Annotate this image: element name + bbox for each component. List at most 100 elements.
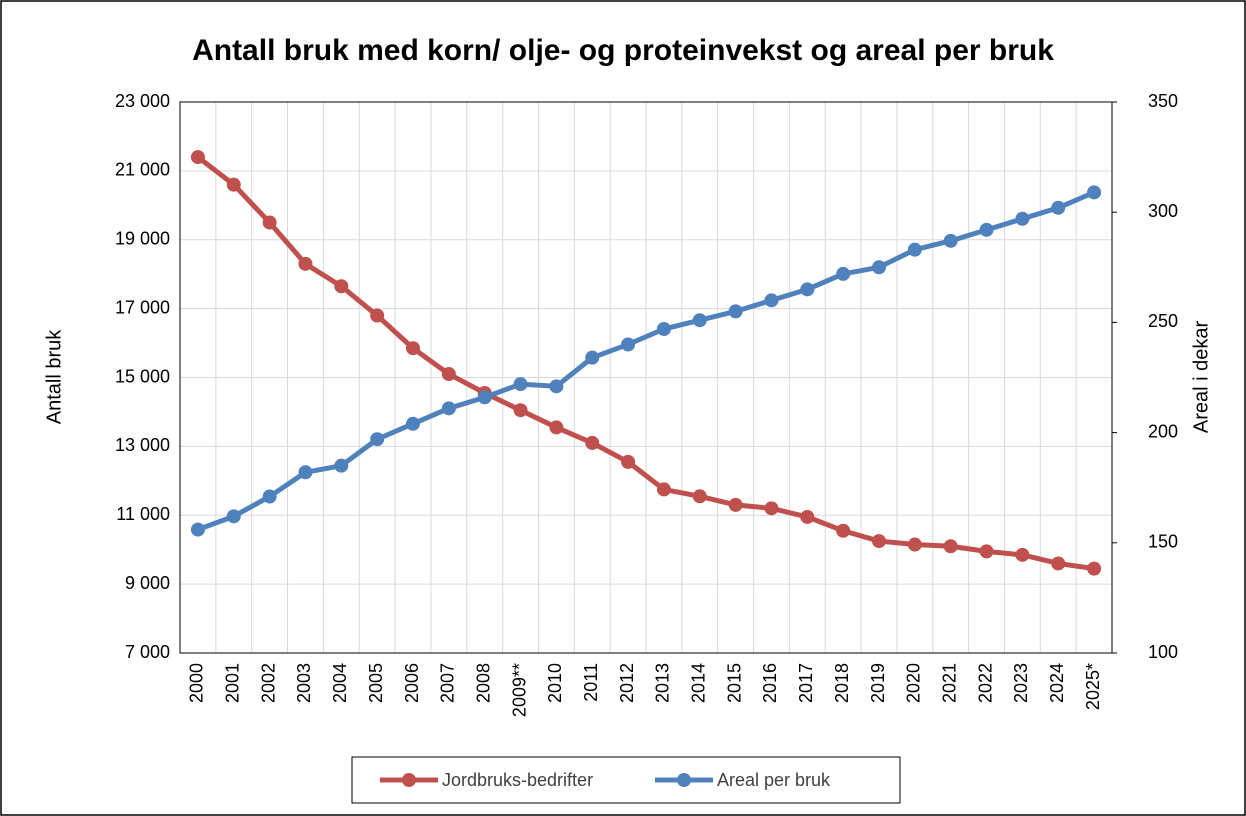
point	[621, 337, 636, 352]
x-tick-label: 2013	[653, 663, 673, 703]
y-tick-label: 21 000	[115, 160, 170, 180]
y2-tick-label: 200	[1148, 421, 1178, 441]
point	[262, 489, 277, 504]
legend-box	[351, 756, 901, 804]
point	[872, 260, 886, 275]
point	[656, 482, 671, 497]
y2-tick-label: 100	[1148, 642, 1178, 662]
chart-title: Antall bruk med korn/ olje- og proteinve…	[192, 34, 1054, 67]
point	[621, 454, 636, 469]
plot-border	[179, 101, 1113, 654]
point	[692, 489, 707, 504]
point	[979, 544, 994, 559]
point	[226, 177, 241, 192]
point	[800, 509, 815, 524]
y-tick-label: 11 000	[116, 504, 170, 524]
x-tick-label: 2006	[402, 663, 422, 703]
point	[370, 432, 385, 447]
point	[406, 416, 420, 431]
y-tick-label: 9 000	[125, 573, 170, 593]
x-tick-label: 2012	[617, 663, 637, 703]
x-tick-label: 2009**	[509, 663, 529, 717]
x-tick-label: 2025*	[1083, 663, 1103, 710]
point	[262, 215, 277, 230]
point	[656, 322, 671, 337]
point	[800, 282, 815, 297]
y2-axis-title: Areal i dekar	[1190, 321, 1212, 434]
point	[190, 522, 205, 537]
point	[190, 150, 205, 165]
x-tick-label: 2023	[1011, 663, 1031, 703]
x-tick-label: 2010	[545, 663, 565, 703]
y2-tick-label: 300	[1148, 201, 1178, 221]
point	[1015, 547, 1030, 562]
x-tick-label: 2018	[832, 663, 852, 703]
point	[728, 304, 743, 319]
y2-tick-label: 250	[1148, 311, 1178, 331]
x-tick-label: 2022	[975, 663, 995, 703]
point	[1087, 185, 1102, 200]
point	[907, 242, 922, 257]
point	[979, 222, 994, 237]
point	[513, 377, 528, 392]
point	[728, 497, 743, 512]
x-tick-label: 2007	[438, 663, 458, 703]
point	[836, 266, 851, 281]
x-tick-label: 2020	[904, 663, 924, 703]
point	[1051, 200, 1066, 215]
legend-label: Jordbruks-bedrifter	[442, 770, 593, 790]
point	[764, 501, 779, 516]
point	[370, 308, 385, 323]
point	[513, 403, 528, 418]
x-tick-label: 2014	[689, 663, 709, 703]
point	[872, 534, 886, 549]
x-tick-label: 2017	[796, 663, 816, 703]
point	[1087, 561, 1102, 576]
point	[441, 367, 456, 382]
legend-marker	[677, 773, 691, 787]
point	[585, 435, 600, 450]
point	[477, 390, 492, 405]
y2-tick-label: 350	[1148, 91, 1178, 111]
x-tick-label: 2004	[330, 663, 350, 703]
y-tick-label: 23 000	[115, 91, 170, 111]
x-tick-label: 2011	[581, 663, 601, 702]
point	[1015, 211, 1030, 226]
point	[943, 233, 958, 248]
y-tick-label: 19 000	[115, 229, 170, 249]
x-tick-label: 2001	[223, 663, 243, 703]
y-tick-label: 17 000	[115, 297, 170, 317]
x-tick-label: 2016	[760, 663, 780, 703]
point	[441, 401, 456, 416]
y-tick-label: 13 000	[115, 435, 170, 455]
legend-marker	[402, 773, 416, 787]
x-tick-label: 2019	[868, 663, 888, 703]
point	[298, 465, 313, 480]
x-tick-label: 2008	[473, 663, 493, 703]
x-tick-label: 2024	[1047, 663, 1067, 703]
x-tick-label: 2015	[724, 663, 744, 703]
y-tick-label: 15 000	[115, 366, 170, 386]
x-tick-label: 2002	[258, 663, 278, 703]
y-tick-label: 7 000	[125, 642, 170, 662]
y2-tick-label: 150	[1148, 532, 1178, 552]
x-tick-label: 2000	[187, 663, 207, 703]
point	[406, 341, 420, 356]
point	[943, 539, 958, 554]
point	[836, 523, 851, 538]
y-axis-title: Antall bruk	[43, 329, 65, 424]
point	[226, 509, 241, 524]
point	[334, 279, 349, 294]
point	[334, 458, 349, 473]
point	[907, 537, 922, 552]
legend-label: Areal per bruk	[717, 770, 831, 790]
point	[549, 420, 564, 435]
point	[298, 256, 313, 271]
x-tick-label: 2021	[939, 663, 959, 703]
point	[764, 293, 779, 308]
point	[1051, 556, 1066, 571]
point	[585, 350, 600, 365]
x-tick-label: 2005	[366, 663, 386, 703]
